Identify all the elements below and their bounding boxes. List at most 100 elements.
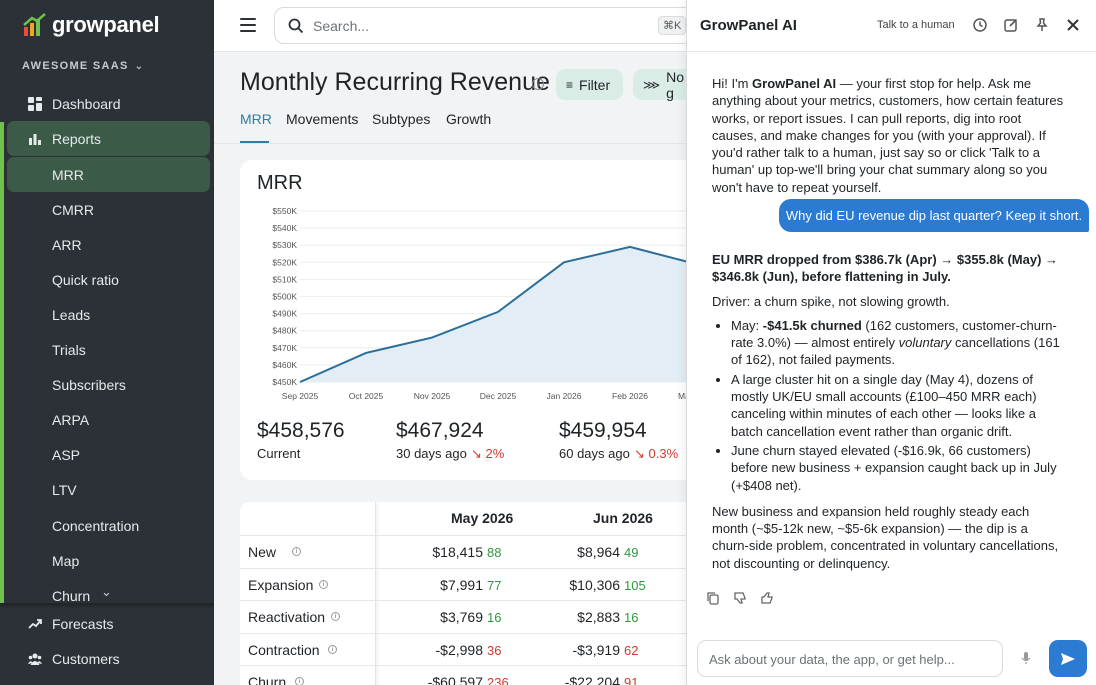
- sidebar-item-trials[interactable]: Trials: [0, 332, 214, 367]
- sidebar-item-map[interactable]: Map: [0, 543, 214, 578]
- workspace-switcher[interactable]: AWESOME SAAS ⌄: [22, 60, 144, 72]
- stat-delta: ↘ 0.3%: [634, 446, 678, 462]
- filter-button[interactable]: ≡ Filter: [556, 69, 623, 100]
- ai-panel-header: GrowPanel AI Talk to a human: [687, 0, 1096, 52]
- column-header[interactable]: Jun 2026: [593, 510, 653, 526]
- column-header[interactable]: May 2026: [451, 510, 514, 526]
- menu-icon[interactable]: [240, 18, 256, 32]
- sidebar-item-concentration[interactable]: Concentration: [0, 508, 214, 543]
- table-cell-count: 88: [487, 545, 502, 560]
- table-cell-value[interactable]: $18,415: [432, 544, 483, 560]
- sidebar-item-customers[interactable]: Customers: [0, 641, 214, 676]
- sidebar-item-cmrr[interactable]: CMRR: [0, 192, 214, 227]
- tab-mrr[interactable]: MRR: [240, 111, 272, 127]
- table-cell-value[interactable]: $8,964: [577, 544, 620, 560]
- series-line[interactable]: [299, 245, 710, 383]
- stat-value: $459,954: [559, 419, 647, 442]
- info-icon[interactable]: i: [295, 677, 304, 685]
- sidebar-item-churn[interactable]: Churn ⌄: [0, 578, 214, 613]
- info-icon[interactable]: i: [319, 580, 328, 589]
- table-cell-count: 49: [624, 545, 639, 560]
- table-cell-value[interactable]: -$3,919: [572, 642, 620, 658]
- sidebar-item-label: Dashboard: [52, 95, 121, 112]
- bullet-item: June churn stayed elevated (-$16.9k, 66 …: [731, 442, 1067, 494]
- grouping-label: No g: [666, 68, 684, 101]
- sidebar-item-subscribers[interactable]: Subscribers: [0, 367, 214, 402]
- edit-icon[interactable]: [1003, 17, 1019, 33]
- row-divider: [240, 568, 710, 569]
- send-button[interactable]: [1049, 640, 1087, 677]
- response-close: New business and expansion held roughly …: [712, 503, 1059, 571]
- table-cell-value[interactable]: -$2,998: [435, 642, 483, 658]
- info-icon[interactable]: i: [328, 645, 337, 654]
- table-cell-value[interactable]: $7,991: [440, 577, 483, 593]
- sidebar-item-quick-ratio[interactable]: Quick ratio: [0, 262, 214, 297]
- trend-down-icon: ↘: [634, 446, 649, 461]
- chat-input[interactable]: Ask about your data, the app, or get hel…: [697, 640, 1003, 677]
- row-label: New: [248, 544, 276, 560]
- sidebar-item-mrr[interactable]: MRR: [7, 157, 210, 192]
- search-placeholder: Search...: [313, 18, 370, 34]
- tab-growth[interactable]: Growth: [446, 111, 492, 127]
- sidebar-item-arr[interactable]: ARR: [0, 227, 214, 262]
- sidebar-item-forecasts[interactable]: Forecasts: [0, 606, 214, 641]
- intro-name: GrowPanel AI: [752, 76, 837, 91]
- pin-icon[interactable]: [1034, 17, 1050, 33]
- table-cell-value[interactable]: $10,306: [569, 577, 620, 593]
- row-label: Expansion: [248, 577, 313, 593]
- table-cell-count: 77: [487, 578, 502, 593]
- x-tick-label: Oct 2025: [349, 391, 384, 401]
- table-cell-value[interactable]: -$60,597: [427, 674, 483, 685]
- trend-down-icon: ↘: [471, 446, 486, 461]
- info-icon[interactable]: i: [292, 547, 301, 556]
- stat-delta: ↘ 2%: [471, 446, 504, 462]
- table-cell-value[interactable]: $2,883: [577, 609, 620, 625]
- thumbs-up-icon[interactable]: [760, 591, 774, 605]
- sidebar-item-asp[interactable]: ASP: [0, 437, 214, 472]
- app-logo[interactable]: growpanel: [22, 12, 160, 38]
- row-label-text: New: [248, 544, 277, 560]
- talk-to-human-button[interactable]: Talk to a human: [877, 19, 955, 31]
- history-icon[interactable]: [972, 17, 988, 33]
- sidebar-item-label: Subscribers: [52, 376, 126, 393]
- info-icon[interactable]: i: [331, 612, 340, 621]
- sidebar-item-ltv[interactable]: LTV: [0, 472, 214, 507]
- row-label-text: Reactivation: [248, 609, 326, 625]
- sidebar-item-label: Trials: [52, 341, 86, 358]
- top-bar: Search... ⌘K: [214, 0, 694, 52]
- copy-icon[interactable]: [706, 591, 720, 605]
- trend-icon: [28, 617, 42, 631]
- stat-value: $467,924: [396, 419, 484, 442]
- x-tick-label: Jan 2026: [547, 391, 582, 401]
- microphone-icon[interactable]: [1020, 651, 1032, 665]
- sidebar-item-dashboard[interactable]: Dashboard: [0, 86, 214, 121]
- y-tick-label: $520K: [272, 257, 297, 267]
- sidebar-item-label: Customers: [52, 650, 120, 667]
- sidebar-item-label: Churn: [52, 587, 91, 604]
- response-driver: Driver: a churn spike, not slowing growt…: [712, 293, 950, 309]
- thumbs-down-icon[interactable]: [733, 591, 747, 605]
- table-cell-value[interactable]: -$22,204: [564, 674, 620, 685]
- sidebar-item-label: ARR: [52, 236, 82, 253]
- table-cell-value[interactable]: $3,769: [440, 609, 483, 625]
- sidebar-item-label: Map: [52, 552, 80, 569]
- page-title: Monthly Recurring Revenue: [240, 68, 550, 96]
- sidebar-item-leads[interactable]: Leads: [0, 297, 214, 332]
- search-input[interactable]: Search... ⌘K: [274, 7, 694, 44]
- close-icon[interactable]: [1065, 17, 1081, 33]
- mrr-chart-card: MRR $450K $460K $470K $480K $490K $500K $510K $…: [240, 160, 710, 480]
- mrr-chart[interactable]: $450K $460K $470K $480K $490K $500K $510K $520K…: [240, 200, 710, 450]
- info-icon[interactable]: i: [532, 78, 544, 90]
- tab-movements[interactable]: Movements: [286, 111, 359, 127]
- sidebar-item-label: CMRR: [52, 201, 94, 218]
- movements-table: May 2026 Jun 2026 New i $18,415 88 $8,964 49 Exp…: [240, 502, 710, 685]
- sidebar-item-label: Forecasts: [52, 615, 114, 632]
- grouping-button[interactable]: ⋙ No g: [633, 68, 693, 101]
- y-tick-label: $450K: [272, 377, 297, 387]
- y-tick-label: $460K: [272, 360, 297, 370]
- row-label-text: Contraction: [248, 642, 320, 658]
- sidebar-item-reports[interactable]: Reports: [7, 121, 210, 156]
- sidebar-item-arpa[interactable]: ARPA: [0, 402, 214, 437]
- tab-subtypes[interactable]: Subtypes: [372, 111, 431, 127]
- tabs-divider: [214, 143, 686, 144]
